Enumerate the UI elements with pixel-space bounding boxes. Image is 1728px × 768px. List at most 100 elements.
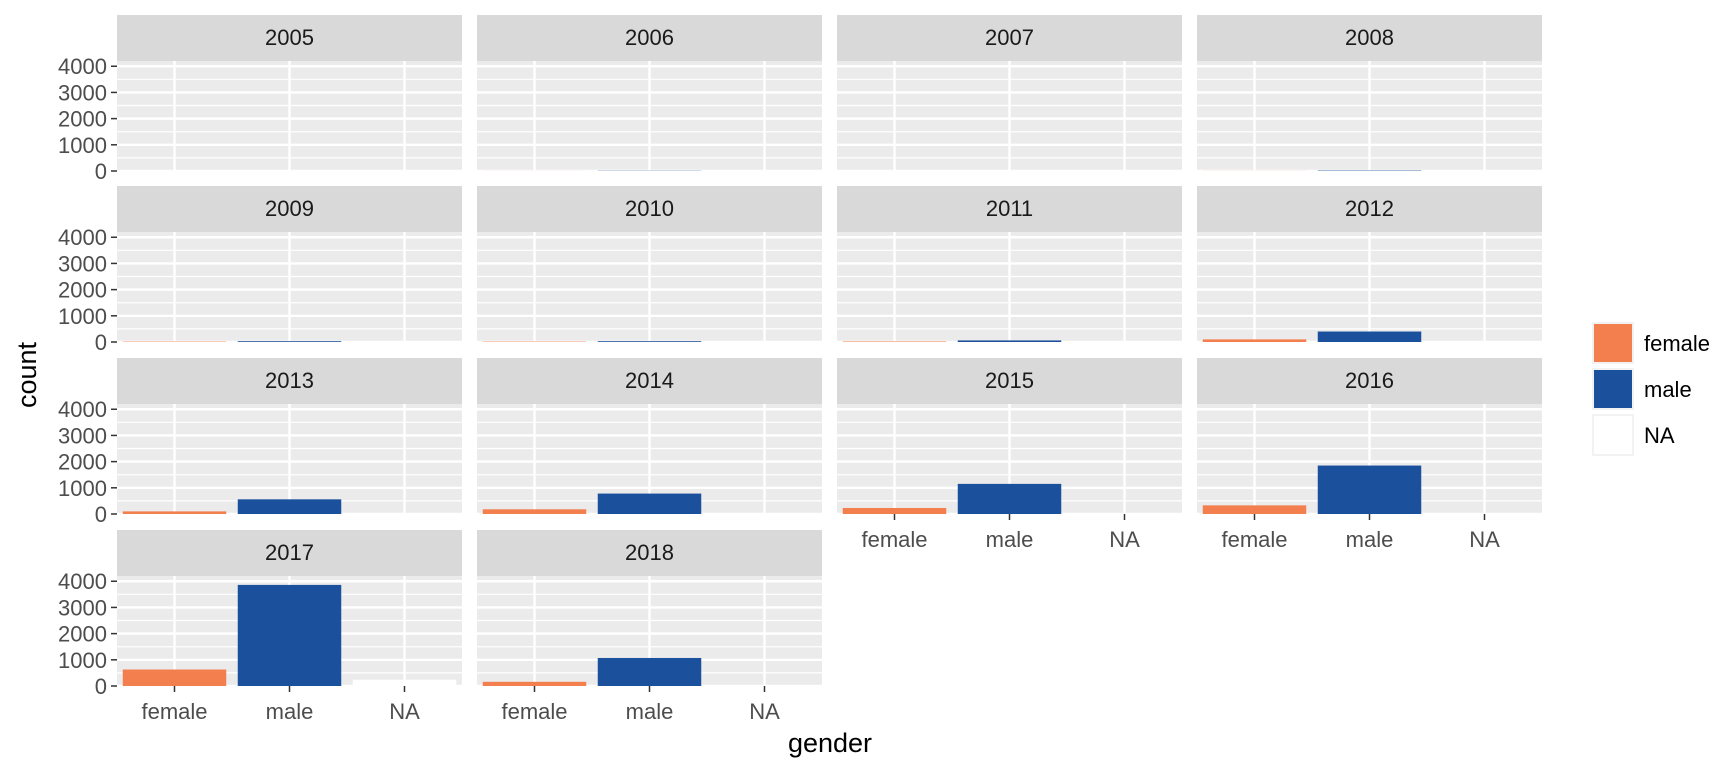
bar-2011-female xyxy=(842,341,947,342)
y-tick-label: 1000 xyxy=(58,648,107,673)
y-tick-label: 0 xyxy=(95,330,107,355)
facet-strip xyxy=(1197,186,1542,232)
bar-2017-male xyxy=(237,584,342,686)
facet-strip xyxy=(477,15,822,61)
facet-strip-label: 2010 xyxy=(625,196,674,221)
facet-strip xyxy=(1197,15,1542,61)
y-tick-label: 3000 xyxy=(58,595,107,620)
facet-strip xyxy=(117,530,462,576)
facet-strip-label: 2015 xyxy=(985,368,1034,393)
y-tick-label: 3000 xyxy=(58,251,107,276)
facet-2014: 2014 xyxy=(477,358,822,516)
facet-strip-label: 2011 xyxy=(986,196,1033,221)
bar-2012-female xyxy=(1202,339,1307,342)
facet-strip-label: 2018 xyxy=(625,540,674,565)
legend-key-male xyxy=(1594,370,1632,408)
y-tick-label: 4000 xyxy=(58,397,107,422)
bar-2016-female xyxy=(1202,505,1307,514)
facet-strip xyxy=(1197,358,1542,404)
legend: female male NA xyxy=(1592,322,1710,456)
facet-strip-label: 2013 xyxy=(265,368,314,393)
bar-2012-male xyxy=(1317,331,1422,342)
x-tick-label: female xyxy=(1221,527,1287,552)
y-tick-label: 1000 xyxy=(58,133,107,158)
bar-2017-NA xyxy=(352,679,457,686)
y-tick-label: 2000 xyxy=(58,107,107,132)
x-tick-label: NA xyxy=(1109,527,1140,552)
x-tick-label: female xyxy=(861,527,927,552)
facet-2011: 2011 xyxy=(837,186,1182,344)
bar-2013-female xyxy=(122,511,227,514)
x-axis-title: gender xyxy=(788,728,872,758)
y-tick-label: 4000 xyxy=(58,569,107,594)
x-tick-label: NA xyxy=(749,699,780,724)
y-tick-label: 2000 xyxy=(58,278,107,303)
facet-2016: 2016 xyxy=(1197,358,1542,516)
bar-2013-male xyxy=(237,499,342,514)
x-tick-label: female xyxy=(501,699,567,724)
facet-strip xyxy=(837,358,1182,404)
facet-2008: 2008 xyxy=(1197,15,1542,173)
bar-2014-male xyxy=(597,493,702,514)
y-tick-label: 3000 xyxy=(58,80,107,105)
facet-strip-label: 2005 xyxy=(265,25,314,50)
y-tick-label: 2000 xyxy=(58,450,107,475)
y-axis-title: count xyxy=(12,341,42,408)
x-tick-label: male xyxy=(266,699,314,724)
facet-strip-label: 2016 xyxy=(1345,368,1394,393)
facet-strip xyxy=(477,186,822,232)
y-tick-label: 3000 xyxy=(58,423,107,448)
facet-strip xyxy=(837,186,1182,232)
x-tick-label: male xyxy=(1346,527,1394,552)
y-tick-label: 0 xyxy=(95,502,107,527)
y-tick-label: 4000 xyxy=(58,54,107,79)
facet-strip xyxy=(477,530,822,576)
facet-2007: 2007 xyxy=(837,15,1182,173)
y-tick-label: 1000 xyxy=(58,304,107,329)
facet-strip-label: 2012 xyxy=(1345,196,1394,221)
bar-2017-female xyxy=(122,669,227,686)
facet-2015: 2015 xyxy=(837,358,1182,516)
bar-2010-male xyxy=(597,341,702,342)
facet-strip-label: 2017 xyxy=(265,540,314,565)
bar-2009-male xyxy=(237,341,342,342)
y-tick-label: 2000 xyxy=(58,622,107,647)
bar-2014-female xyxy=(482,509,587,514)
facet-2010: 2010 xyxy=(477,186,822,344)
legend-label-NA: NA xyxy=(1644,423,1675,448)
bar-2016-male xyxy=(1317,465,1422,514)
x-tick-label: male xyxy=(626,699,674,724)
bar-2011-male xyxy=(957,340,1062,342)
facet-strip xyxy=(117,15,462,61)
legend-key-female xyxy=(1594,324,1632,362)
bar-2015-female xyxy=(842,507,947,514)
legend-label-male: male xyxy=(1644,377,1692,402)
x-tick-label: male xyxy=(986,527,1034,552)
y-tick-label: 1000 xyxy=(58,476,107,501)
facet-strip xyxy=(117,358,462,404)
x-tick-label: NA xyxy=(1469,527,1500,552)
bar-2018-female xyxy=(482,681,587,686)
x-axis-ticks: female male NA female male NA female male NA fema… xyxy=(141,514,1500,724)
facet-strip xyxy=(117,186,462,232)
y-tick-label: 0 xyxy=(95,159,107,184)
facet-2006: 2006 xyxy=(477,15,822,173)
facet-strip-label: 2009 xyxy=(265,196,314,221)
facet-strip-label: 2007 xyxy=(985,25,1034,50)
bar-2015-male xyxy=(957,483,1062,514)
bar-2018-NA xyxy=(712,685,817,686)
legend-label-female: female xyxy=(1644,331,1710,356)
facet-strip-label: 2008 xyxy=(1345,25,1394,50)
facet-strip-label: 2006 xyxy=(625,25,674,50)
legend-key-NA xyxy=(1594,416,1632,454)
y-tick-label: 4000 xyxy=(58,225,107,250)
x-tick-label: NA xyxy=(389,699,420,724)
facet-strip xyxy=(837,15,1182,61)
x-tick-label: female xyxy=(141,699,207,724)
